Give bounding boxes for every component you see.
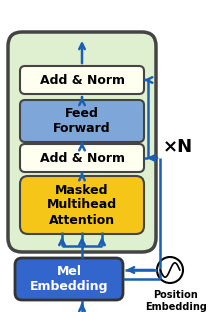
Text: ×N: ×N [163,138,193,156]
Text: Masked
Multihead
Attention: Masked Multihead Attention [47,183,117,227]
Text: Position
Embedding: Position Embedding [145,290,207,312]
FancyBboxPatch shape [8,32,156,252]
Text: Feed
Forward: Feed Forward [53,107,111,135]
FancyBboxPatch shape [20,144,144,172]
Text: Add & Norm: Add & Norm [40,74,125,86]
FancyBboxPatch shape [20,100,144,142]
Text: Add & Norm: Add & Norm [40,152,125,164]
Text: Mel
Embedding: Mel Embedding [30,265,108,293]
FancyBboxPatch shape [20,176,144,234]
Circle shape [157,257,183,283]
FancyBboxPatch shape [20,66,144,94]
FancyBboxPatch shape [15,258,123,300]
